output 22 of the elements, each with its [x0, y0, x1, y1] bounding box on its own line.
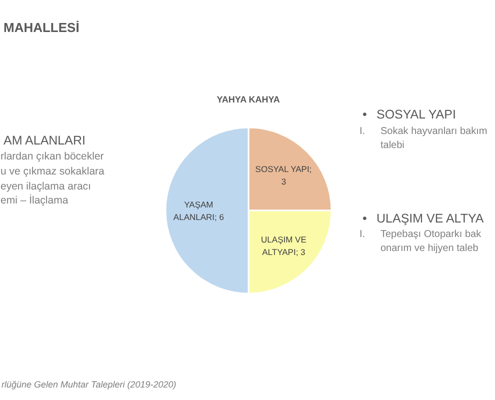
text: ULAŞIM VE ALTYA: [376, 212, 484, 226]
text: I.: [360, 126, 366, 137]
text: Sokak hayvanları bakım: [380, 126, 488, 137]
text: emi – İlaçlama: [0, 194, 68, 206]
text: MAHALLESİ: [4, 20, 80, 35]
text: onarım ve hijyen taleb: [380, 243, 479, 254]
text: eyen ilaçlama aracı: [0, 180, 91, 192]
text: talebi: [380, 140, 404, 151]
slice-label: YAŞAM ALANLARI; 6: [173, 199, 224, 222]
text: AM ALANLARI: [4, 134, 86, 148]
text: rlardan çıkan böcekler: [0, 150, 104, 162]
category-label: SOSYAL YAPI;: [255, 164, 312, 174]
text: Tepebaşı Otoparkı bak: [380, 229, 482, 240]
text: u ve çıkmaz sokaklara: [0, 166, 105, 178]
text: •: [362, 212, 367, 226]
text: I.: [360, 229, 366, 240]
slice-label: ULAŞIM VE ALTYAPI; 3: [261, 234, 307, 257]
text: 3: [281, 176, 286, 187]
slice-label: SOSYAL YAPI: [376, 108, 456, 122]
text: •: [362, 108, 367, 122]
chart-title: YAHYA KAHYA: [216, 94, 280, 104]
text: rlüğüne Gelen Muhtar Talepleri (2019-2020): [2, 380, 176, 390]
